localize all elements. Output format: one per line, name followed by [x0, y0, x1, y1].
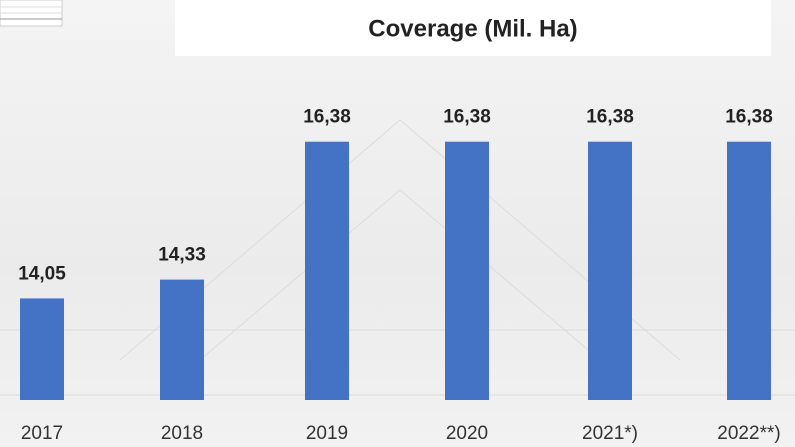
- bar: [445, 142, 489, 400]
- value-label: 14,05: [18, 263, 66, 284]
- x-tick-label: 2017: [21, 423, 63, 444]
- x-tick-label: 2018: [161, 423, 203, 444]
- value-label: 16,38: [303, 107, 351, 128]
- bar: [588, 142, 632, 400]
- value-label: 16,38: [725, 107, 773, 128]
- bar: [20, 298, 64, 400]
- x-tick-label: 2021*): [582, 423, 638, 444]
- value-label: 16,38: [443, 107, 491, 128]
- x-tick-label: 2019: [306, 423, 348, 444]
- bar: [727, 142, 771, 400]
- x-tick-label: 2022**): [717, 423, 780, 444]
- background: [0, 0, 795, 447]
- bar: [305, 142, 349, 400]
- x-tick-label: 2020: [446, 423, 488, 444]
- chart: Coverage (Mil. Ha) 2017 14,05 2018 14,33 201…: [0, 0, 795, 447]
- page: {"chart_data": {"type": "bar", "title": …: [0, 0, 795, 447]
- value-label: 16,38: [586, 107, 634, 128]
- bar: [160, 280, 204, 400]
- value-label: 14,33: [158, 245, 206, 266]
- thumbnail-table: [0, 0, 62, 26]
- chart-title: Coverage (Mil. Ha): [368, 15, 577, 42]
